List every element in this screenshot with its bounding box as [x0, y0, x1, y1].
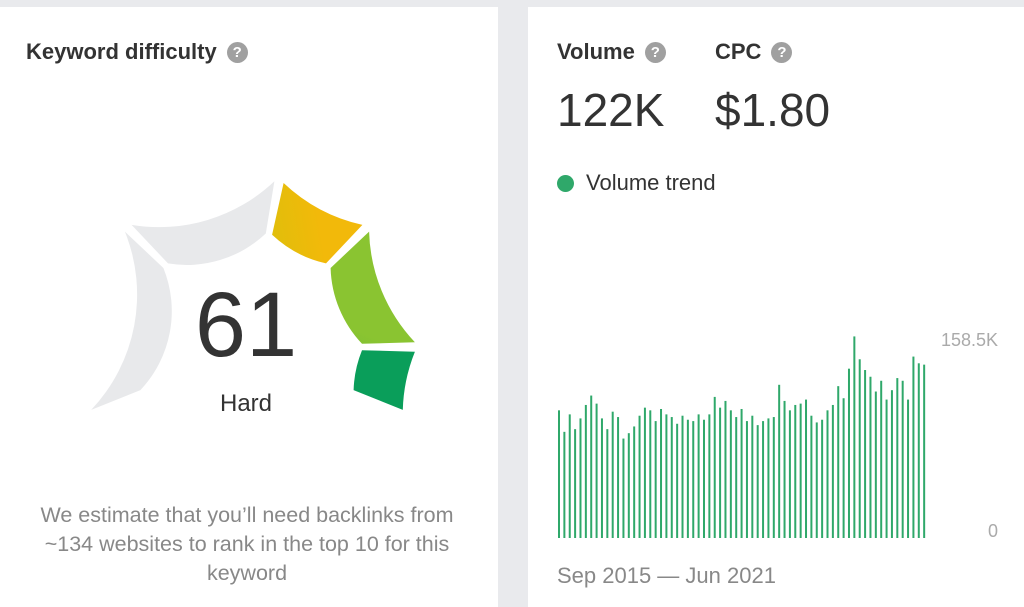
volume-bar[interactable]	[654, 421, 657, 538]
volume-bar[interactable]	[622, 438, 625, 538]
volume-bar[interactable]	[869, 376, 872, 538]
volume-bar[interactable]	[772, 417, 775, 538]
keyword-difficulty-title: Keyword difficulty ?	[26, 39, 248, 65]
volume-bar[interactable]	[665, 414, 668, 538]
volume-title-text: Volume	[557, 39, 635, 64]
volume-bar[interactable]	[735, 417, 738, 538]
volume-bar[interactable]	[799, 403, 802, 538]
volume-bar[interactable]	[563, 431, 566, 538]
volume-bar[interactable]	[606, 429, 609, 538]
volume-bar[interactable]	[756, 425, 759, 538]
volume-bar[interactable]	[917, 363, 920, 538]
volume-bar[interactable]	[692, 421, 695, 538]
cpc-title-text: CPC	[715, 39, 762, 64]
volume-bar[interactable]	[885, 399, 888, 538]
volume-bar[interactable]	[890, 390, 893, 538]
volume-bar[interactable]	[558, 410, 560, 538]
difficulty-rating: Hard	[219, 390, 273, 417]
gauge-segment-1	[353, 350, 415, 410]
volume-card: Volume ? CPC ? 122K $1.80 Volume trend 1…	[528, 7, 1024, 607]
volume-bar[interactable]	[778, 384, 781, 538]
volume-bar[interactable]	[831, 404, 834, 538]
difficulty-gauge	[91, 181, 415, 410]
volume-bar[interactable]	[805, 399, 808, 538]
volume-bar[interactable]	[708, 414, 711, 538]
gauge-segment-5	[91, 231, 172, 410]
volume-bar[interactable]	[740, 408, 743, 538]
volume-bar[interactable]	[702, 419, 705, 538]
volume-bar[interactable]	[633, 426, 636, 538]
difficulty-score: 61	[194, 274, 298, 376]
volume-bar[interactable]	[826, 410, 829, 538]
legend-label: Volume trend	[586, 170, 716, 195]
volume-bar[interactable]	[713, 396, 716, 538]
volume-bar[interactable]	[794, 404, 797, 538]
volume-bar[interactable]	[745, 421, 748, 538]
difficulty-description: We estimate that you’ll need backlinks f…	[40, 503, 454, 585]
y-tick-label-min: 0	[988, 521, 998, 541]
y-tick-label-max: 158.5K	[941, 330, 998, 350]
volume-bar[interactable]	[579, 418, 582, 538]
chart-legend[interactable]: Volume trend	[557, 170, 716, 196]
volume-bar[interactable]	[901, 380, 904, 538]
date-range-label: Sep 2015 — Jun 2021	[557, 563, 776, 588]
cpc-title: CPC ?	[715, 39, 793, 65]
volume-bar[interactable]	[767, 418, 770, 538]
chart-bars	[558, 336, 926, 538]
cpc-value: $1.80	[715, 84, 831, 136]
volume-bar[interactable]	[638, 415, 641, 538]
volume-bar[interactable]	[568, 414, 571, 538]
volume-bar[interactable]	[874, 391, 877, 538]
volume-bar[interactable]	[853, 336, 856, 538]
volume-bar[interactable]	[880, 380, 883, 538]
volume-bar[interactable]	[719, 407, 722, 538]
volume-bar[interactable]	[676, 423, 679, 538]
volume-bar[interactable]	[649, 410, 652, 538]
volume-bar[interactable]	[810, 415, 813, 538]
help-icon[interactable]: ?	[226, 41, 248, 63]
volume-bar[interactable]	[788, 410, 791, 538]
volume-bar[interactable]	[697, 414, 700, 538]
volume-bar[interactable]	[611, 411, 614, 538]
volume-bar[interactable]	[574, 429, 577, 538]
volume-bar[interactable]	[751, 415, 754, 538]
volume-bar[interactable]	[590, 395, 593, 538]
keyword-difficulty-title-text: Keyword difficulty	[26, 39, 217, 64]
volume-bar[interactable]	[907, 399, 910, 538]
volume-bar[interactable]	[912, 356, 915, 538]
volume-title: Volume ?	[557, 39, 666, 65]
volume-bar[interactable]	[762, 421, 765, 538]
legend-dot-icon	[557, 174, 574, 192]
volume-bar[interactable]	[783, 400, 786, 538]
help-icon[interactable]: ?	[644, 41, 666, 63]
volume-bar[interactable]	[724, 400, 727, 538]
volume-bar[interactable]	[815, 422, 818, 538]
volume-bar[interactable]	[686, 419, 689, 538]
gauge-segment-4	[131, 181, 275, 265]
volume-bar[interactable]	[681, 415, 684, 538]
volume-bar[interactable]	[595, 403, 598, 538]
volume-bar[interactable]	[643, 407, 646, 538]
gauge-segment-3	[272, 183, 363, 264]
volume-bar[interactable]	[858, 359, 861, 538]
volume-bar[interactable]	[896, 378, 899, 538]
volume-bar[interactable]	[600, 418, 603, 538]
volume-bar[interactable]	[847, 368, 850, 538]
gauge-segment-2	[330, 231, 415, 344]
help-icon[interactable]: ?	[771, 41, 793, 63]
volume-bar[interactable]	[627, 433, 630, 538]
volume-bar[interactable]	[660, 408, 663, 538]
volume-value: 122K	[557, 84, 665, 136]
volume-bar[interactable]	[923, 364, 926, 538]
volume-bar[interactable]	[842, 398, 845, 538]
volume-bar[interactable]	[729, 410, 732, 538]
volume-bar[interactable]	[617, 417, 620, 538]
volume-bar[interactable]	[584, 404, 587, 538]
volume-bar[interactable]	[864, 370, 867, 538]
volume-bar[interactable]	[670, 417, 673, 538]
keyword-difficulty-card: Keyword difficulty ? 61 Hard We estimate…	[0, 7, 498, 607]
volume-bar[interactable]	[837, 386, 840, 538]
volume-trend-chart[interactable]: 158.5K 0	[528, 7, 1024, 607]
volume-bar[interactable]	[821, 419, 824, 538]
